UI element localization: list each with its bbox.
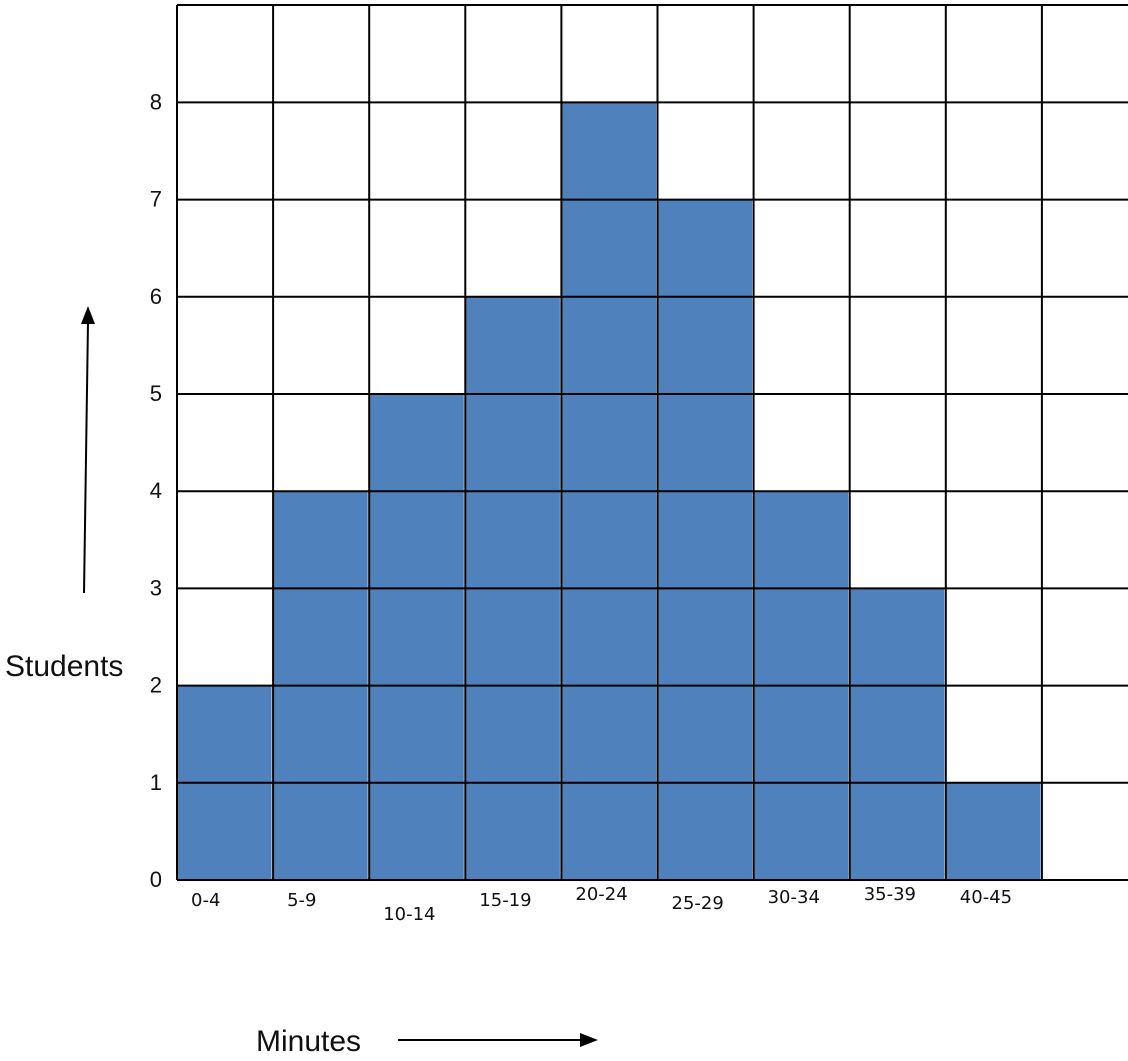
bar-10-14 bbox=[368, 393, 465, 881]
y-tick-label: 1 bbox=[150, 770, 162, 795]
bar-35-39 bbox=[849, 587, 946, 881]
x-tick-label: 20-24 bbox=[575, 884, 627, 905]
x-tick-label: 35-39 bbox=[864, 884, 916, 905]
y-tick-label: 5 bbox=[150, 381, 162, 406]
x-tick-label: 5-9 bbox=[287, 890, 316, 911]
y-axis-arrow-icon bbox=[81, 306, 95, 324]
x-tick-label: 40-45 bbox=[960, 887, 1012, 908]
bar-25-29 bbox=[657, 199, 754, 881]
x-tick-label: 15-19 bbox=[479, 890, 531, 911]
x-tick-label: 10-14 bbox=[383, 904, 435, 925]
y-tick-label: 4 bbox=[150, 478, 162, 503]
bar-40-45 bbox=[945, 782, 1042, 881]
y-tick-label: 3 bbox=[150, 575, 162, 600]
x-tick-label: 0-4 bbox=[191, 890, 220, 911]
y-tick-label: 0 bbox=[150, 867, 162, 892]
y-tick-label: 8 bbox=[150, 89, 162, 114]
y-tick-labels: 0 1 2 3 4 5 6 7 8 bbox=[150, 89, 162, 892]
y-tick-label: 6 bbox=[150, 284, 162, 309]
y-tick-label: 7 bbox=[150, 187, 162, 212]
x-axis-label: Minutes bbox=[256, 1025, 361, 1058]
x-axis-arrow-icon bbox=[580, 1033, 598, 1047]
x-tick-label: 25-29 bbox=[672, 893, 724, 914]
grid-lines bbox=[176, 4, 1128, 881]
y-axis-label: Students bbox=[5, 650, 123, 683]
x-tick-label: 30-34 bbox=[768, 887, 820, 908]
y-axis-arrow-line bbox=[83, 321, 89, 594]
y-tick-label: 2 bbox=[150, 673, 162, 698]
x-tick-labels: 0-4 5-9 10-14 15-19 20-24 25-29 30-34 35-39 40-4… bbox=[191, 884, 1012, 925]
